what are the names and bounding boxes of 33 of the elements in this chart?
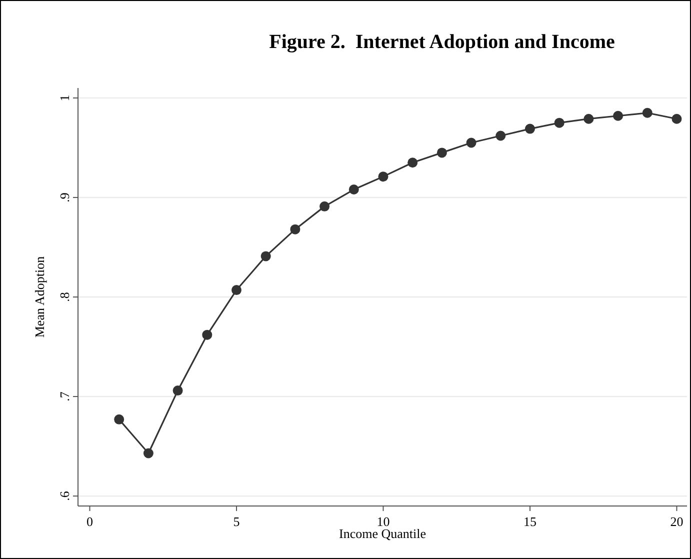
x-tick-label: 5 bbox=[233, 514, 240, 529]
point bbox=[114, 414, 124, 424]
y-tick-label: .7 bbox=[57, 391, 72, 402]
point bbox=[642, 108, 652, 118]
point bbox=[496, 130, 506, 141]
point bbox=[260, 251, 271, 262]
point bbox=[172, 386, 183, 396]
x-axis-title: Income Quantile bbox=[339, 526, 426, 541]
point bbox=[466, 138, 476, 148]
point bbox=[524, 124, 535, 134]
point bbox=[672, 114, 682, 124]
point bbox=[378, 172, 388, 182]
point bbox=[613, 110, 624, 121]
chart-title: Figure 2. Internet Adoption and Income bbox=[269, 31, 615, 53]
y-tick-label: .9 bbox=[57, 192, 72, 202]
point bbox=[231, 285, 242, 296]
x-tick-label: 0 bbox=[86, 514, 93, 529]
point bbox=[320, 201, 330, 212]
y-axis-title: Mean Adoption bbox=[32, 256, 47, 338]
point bbox=[436, 148, 447, 158]
point bbox=[408, 158, 418, 168]
y-tick-label: .6 bbox=[57, 490, 72, 501]
point bbox=[348, 184, 359, 195]
y-tick-label: 1 bbox=[57, 94, 72, 102]
point bbox=[554, 118, 564, 128]
point bbox=[202, 330, 212, 340]
x-tick-label: 15 bbox=[523, 514, 536, 529]
y-tick-label: .8 bbox=[57, 292, 72, 302]
point bbox=[584, 114, 594, 124]
x-tick-label: 10 bbox=[376, 514, 390, 529]
point bbox=[290, 224, 300, 234]
point bbox=[143, 448, 154, 458]
x-tick-label: 20 bbox=[670, 514, 684, 529]
